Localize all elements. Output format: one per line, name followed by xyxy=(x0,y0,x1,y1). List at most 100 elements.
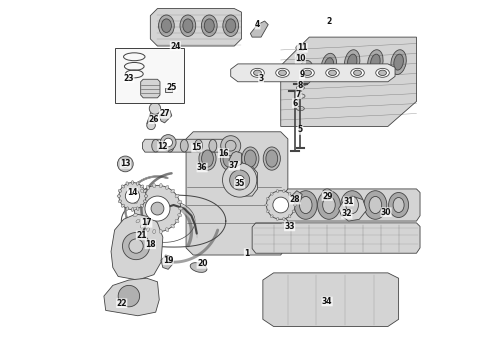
Text: 33: 33 xyxy=(284,222,295,231)
Ellipse shape xyxy=(143,189,147,192)
Ellipse shape xyxy=(117,195,121,197)
Text: 15: 15 xyxy=(192,143,202,152)
Circle shape xyxy=(118,156,133,172)
Ellipse shape xyxy=(251,68,264,77)
Ellipse shape xyxy=(161,19,172,32)
Text: 30: 30 xyxy=(381,208,392,217)
Text: 16: 16 xyxy=(219,149,229,158)
Ellipse shape xyxy=(178,201,182,203)
Polygon shape xyxy=(161,255,173,269)
Ellipse shape xyxy=(318,191,341,219)
Ellipse shape xyxy=(122,204,124,207)
Ellipse shape xyxy=(276,68,289,77)
Ellipse shape xyxy=(122,185,124,188)
Ellipse shape xyxy=(159,184,162,188)
Ellipse shape xyxy=(141,224,144,228)
Ellipse shape xyxy=(132,207,136,210)
Circle shape xyxy=(147,121,155,130)
Ellipse shape xyxy=(301,65,311,81)
Ellipse shape xyxy=(368,50,383,75)
Ellipse shape xyxy=(141,204,144,207)
Text: 36: 36 xyxy=(197,163,207,172)
Ellipse shape xyxy=(141,189,144,193)
Ellipse shape xyxy=(153,229,156,234)
Text: 37: 37 xyxy=(229,161,240,170)
Ellipse shape xyxy=(294,191,317,219)
Ellipse shape xyxy=(276,189,279,193)
Ellipse shape xyxy=(267,198,270,200)
Polygon shape xyxy=(111,214,163,280)
Ellipse shape xyxy=(369,197,382,213)
Ellipse shape xyxy=(146,185,149,189)
Ellipse shape xyxy=(270,215,273,217)
Ellipse shape xyxy=(292,198,295,200)
Ellipse shape xyxy=(209,139,217,152)
Ellipse shape xyxy=(171,189,174,193)
Ellipse shape xyxy=(131,181,134,184)
Ellipse shape xyxy=(166,228,169,232)
Text: 1: 1 xyxy=(244,249,249,258)
Circle shape xyxy=(235,175,245,185)
Ellipse shape xyxy=(288,215,291,217)
Ellipse shape xyxy=(294,204,296,206)
FancyBboxPatch shape xyxy=(115,48,184,103)
Text: 22: 22 xyxy=(117,299,127,308)
Ellipse shape xyxy=(364,191,387,219)
Text: 26: 26 xyxy=(148,115,159,124)
Circle shape xyxy=(122,233,149,260)
Text: 32: 32 xyxy=(342,210,352,219)
Ellipse shape xyxy=(298,60,314,85)
Ellipse shape xyxy=(379,70,387,76)
Text: 9: 9 xyxy=(299,70,305,79)
Ellipse shape xyxy=(201,150,213,167)
Text: 3: 3 xyxy=(258,74,264,83)
Ellipse shape xyxy=(183,19,193,32)
Polygon shape xyxy=(147,107,159,126)
Ellipse shape xyxy=(341,191,364,219)
Circle shape xyxy=(160,135,176,150)
Polygon shape xyxy=(159,111,172,123)
Ellipse shape xyxy=(159,229,162,234)
Ellipse shape xyxy=(354,70,362,76)
Ellipse shape xyxy=(126,182,128,185)
Polygon shape xyxy=(231,64,395,82)
Ellipse shape xyxy=(136,207,139,210)
Ellipse shape xyxy=(266,150,278,167)
Ellipse shape xyxy=(288,192,291,195)
Circle shape xyxy=(225,140,236,151)
Ellipse shape xyxy=(175,194,179,198)
Ellipse shape xyxy=(283,189,285,193)
Text: 29: 29 xyxy=(322,192,332,201)
Ellipse shape xyxy=(136,220,140,223)
Polygon shape xyxy=(292,191,302,202)
Text: 4: 4 xyxy=(255,20,260,29)
Text: 31: 31 xyxy=(343,197,354,206)
Ellipse shape xyxy=(166,139,174,152)
Circle shape xyxy=(222,163,257,197)
Ellipse shape xyxy=(180,15,196,36)
Ellipse shape xyxy=(347,54,357,70)
Text: 7: 7 xyxy=(296,90,301,99)
Ellipse shape xyxy=(263,147,280,170)
Polygon shape xyxy=(252,223,420,253)
Polygon shape xyxy=(141,79,160,98)
Ellipse shape xyxy=(220,147,238,170)
Ellipse shape xyxy=(304,70,312,76)
Ellipse shape xyxy=(283,217,285,221)
Ellipse shape xyxy=(245,150,256,167)
Ellipse shape xyxy=(171,224,174,228)
Text: 13: 13 xyxy=(120,159,130,168)
Ellipse shape xyxy=(195,139,202,152)
Ellipse shape xyxy=(391,50,406,75)
Circle shape xyxy=(145,196,170,221)
Ellipse shape xyxy=(131,208,134,211)
Polygon shape xyxy=(229,166,258,196)
Polygon shape xyxy=(229,152,242,167)
Ellipse shape xyxy=(267,210,270,212)
Polygon shape xyxy=(143,139,231,152)
Ellipse shape xyxy=(223,15,239,36)
Polygon shape xyxy=(281,37,416,126)
Polygon shape xyxy=(104,278,159,316)
Ellipse shape xyxy=(265,204,268,206)
Text: 34: 34 xyxy=(322,297,332,306)
